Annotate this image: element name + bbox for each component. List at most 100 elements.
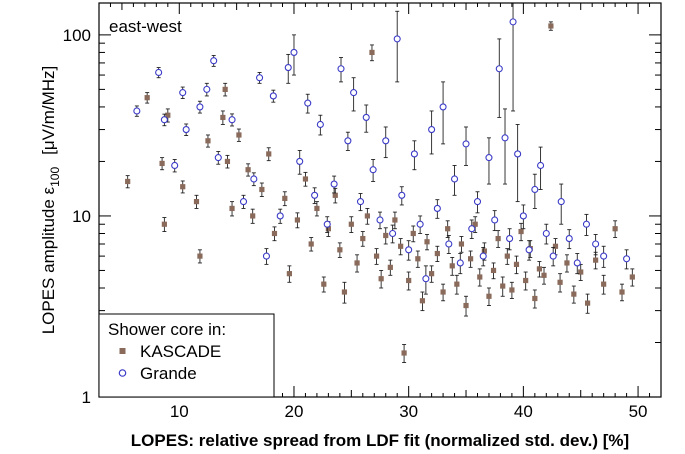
data-point-grande: [363, 114, 369, 120]
data-point-grande: [440, 104, 446, 110]
data-point-kascade: [463, 303, 468, 308]
x-axis-title: LOPES: relative spread from LDF fit (nor…: [131, 431, 629, 450]
data-point-grande: [593, 241, 599, 247]
data-point-grande: [390, 230, 396, 236]
data-point-grande: [558, 199, 564, 205]
legend-label-kascade: KASCADE: [140, 342, 221, 361]
data-point-grande: [358, 199, 364, 205]
data-point-kascade: [509, 287, 514, 292]
data-point-kascade: [537, 266, 542, 271]
data-point-grande: [297, 158, 303, 164]
data-point-grande: [429, 127, 435, 133]
data-point-grande: [457, 260, 463, 266]
data-point-kascade: [259, 187, 264, 192]
data-point-kascade: [246, 167, 251, 172]
data-point-grande: [291, 49, 297, 55]
data-point-grande: [515, 151, 521, 157]
data-point-kascade: [557, 280, 562, 285]
data-point-grande: [507, 236, 513, 242]
data-point-grande: [538, 162, 544, 168]
data-point-kascade: [194, 199, 199, 204]
data-point-grande: [285, 65, 291, 71]
data-point-grande: [486, 155, 492, 161]
data-point-kascade: [459, 241, 464, 246]
data-point-kascade: [205, 138, 210, 143]
data-point-grande: [331, 181, 337, 187]
data-point-grande: [452, 176, 458, 182]
data-point-kascade: [309, 241, 314, 246]
data-point-kascade: [613, 226, 618, 231]
data-point-kascade: [406, 278, 411, 283]
data-point-kascade: [162, 222, 167, 227]
data-point-kascade: [388, 265, 393, 270]
legend: Shower core in: KASCADE Grande: [99, 314, 274, 397]
data-point-grande: [520, 213, 526, 219]
data-point-grande: [469, 226, 475, 232]
x-tick-label: 50: [629, 402, 648, 421]
data-point-kascade: [505, 254, 510, 259]
data-point-kascade: [145, 95, 150, 100]
data-point-kascade: [369, 50, 374, 55]
legend-marker-kascade: [120, 348, 126, 354]
data-point-kascade: [401, 350, 406, 355]
data-point-kascade: [392, 217, 397, 222]
panel-label: east-west: [109, 17, 182, 36]
data-point-grande: [229, 117, 235, 123]
data-point-grande: [399, 192, 405, 198]
data-point-kascade: [411, 231, 416, 236]
data-point-grande: [566, 236, 572, 242]
data-point-kascade: [496, 236, 501, 241]
data-point-grande: [172, 162, 178, 168]
data-point-kascade: [229, 206, 234, 211]
data-point-grande: [574, 260, 580, 266]
data-point-kascade: [429, 271, 434, 276]
legend-marker-grande: [119, 370, 125, 376]
data-point-grande: [446, 241, 452, 247]
data-point-kascade: [398, 244, 403, 249]
data-point-grande: [417, 221, 423, 227]
data-point-kascade: [295, 217, 300, 222]
data-point-grande: [156, 69, 162, 75]
legend-title: Shower core in:: [108, 320, 226, 339]
data-point-grande: [251, 176, 257, 182]
data-point-kascade: [223, 87, 228, 92]
data-point-grande: [394, 36, 400, 42]
data-point-grande: [204, 86, 210, 92]
data-point-kascade: [180, 184, 185, 189]
data-point-grande: [502, 135, 508, 141]
y-axis-title-unit: [μV/m/MHz]: [39, 66, 58, 155]
data-point-kascade: [553, 244, 558, 249]
data-point-grande: [215, 155, 221, 161]
data-point-kascade: [383, 233, 388, 238]
x-tick-label: 30: [399, 402, 418, 421]
data-point-grande: [496, 66, 502, 72]
data-point-grande: [434, 205, 440, 211]
data-point-kascade: [619, 289, 624, 294]
data-point-kascade: [541, 273, 546, 278]
data-point-kascade: [159, 161, 164, 166]
data-point-grande: [305, 100, 311, 106]
data-point-kascade: [491, 268, 496, 273]
data-point-grande: [532, 186, 538, 192]
data-point-grande: [583, 221, 589, 227]
data-point-kascade: [630, 274, 635, 279]
data-point-kascade: [337, 247, 342, 252]
data-point-kascade: [333, 193, 338, 198]
data-point-kascade: [548, 23, 553, 28]
y-tick-label: 1: [82, 388, 91, 407]
data-point-kascade: [272, 231, 277, 236]
data-point-kascade: [282, 196, 287, 201]
data-point-kascade: [514, 262, 519, 267]
data-point-kascade: [220, 115, 225, 120]
data-point-grande: [180, 90, 186, 96]
data-point-kascade: [454, 282, 459, 287]
data-point-grande: [474, 199, 480, 205]
data-point-grande: [324, 221, 330, 227]
data-point-grande: [624, 256, 630, 262]
data-point-kascade: [532, 296, 537, 301]
data-point-grande: [257, 75, 263, 81]
x-tick-label: 40: [514, 402, 533, 421]
data-point-kascade: [197, 254, 202, 259]
data-point-kascade: [266, 151, 271, 156]
